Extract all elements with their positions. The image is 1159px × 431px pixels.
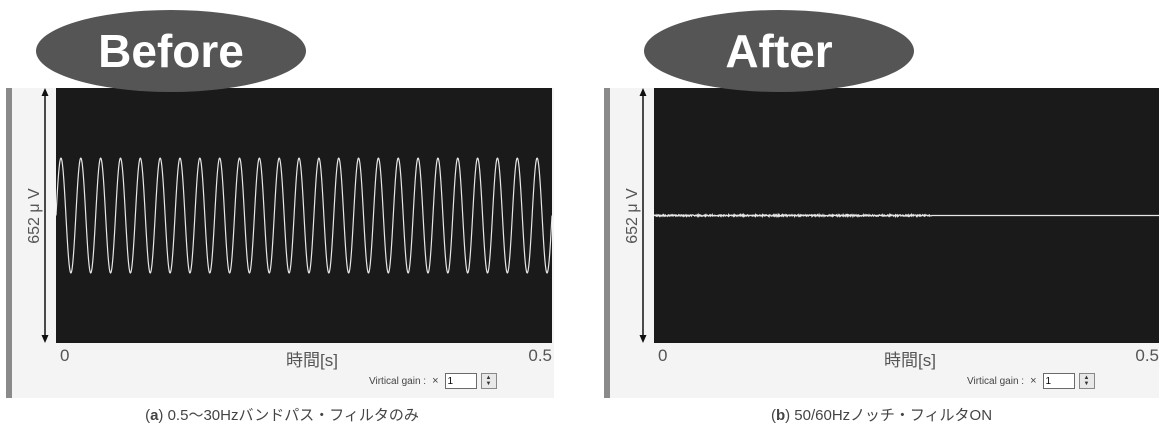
window-edge: [604, 88, 610, 398]
x-tick-end: 0.5: [1135, 346, 1159, 366]
gain-input[interactable]: [445, 373, 477, 389]
caption-letter: b: [776, 407, 785, 424]
x-tick-start: 0: [658, 346, 667, 366]
caption: (a) 0.5～30Hzバンドパス・フィルタのみ: [6, 404, 558, 425]
trace-line: [654, 215, 1159, 216]
plot-area: [654, 88, 1159, 343]
x-axis-label: 時間[s]: [884, 346, 936, 371]
plot-area: [56, 88, 552, 343]
gain-multiplier-sign: ×: [432, 375, 438, 387]
x-axis-label: 時間[s]: [286, 346, 338, 371]
waveform-chart: [654, 88, 1159, 343]
after-badge: After: [644, 10, 914, 92]
gain-spinner[interactable]: ▲ ▼: [1079, 373, 1095, 389]
window-edge: [6, 88, 12, 398]
waveform-window: 652 μ V 0 時間[s] 0.5 Virtical gain : × ▲ …: [604, 88, 1159, 398]
spin-down-icon[interactable]: ▼: [1084, 381, 1090, 387]
vertical-gain-control: Virtical gain : × ▲ ▼: [967, 372, 1095, 390]
caption-text: 50/60Hzノッチ・フィルタON: [794, 407, 992, 424]
y-axis-label: 652 μ V: [624, 188, 642, 243]
gain-multiplier-sign: ×: [1030, 375, 1036, 387]
caption-letter: a: [150, 407, 158, 424]
vertical-gain-control: Virtical gain : × ▲ ▼: [369, 372, 497, 390]
trace-line: [56, 158, 552, 273]
x-tick-start: 0: [60, 346, 69, 366]
waveform-window: 652 μ V 0 時間[s] 0.5 Virtical gain : × ▲ …: [6, 88, 554, 398]
before-badge: Before: [36, 10, 306, 92]
caption: (b) 50/60Hzノッチ・フィルタON: [604, 404, 1159, 425]
y-axis: 652 μ V: [615, 88, 651, 343]
y-axis: 652 μ V: [17, 88, 53, 343]
x-tick-end: 0.5: [528, 346, 552, 366]
gain-label: Virtical gain :: [369, 376, 426, 387]
caption-text: 0.5～30Hzバンドパス・フィルタのみ: [168, 407, 419, 424]
gain-input[interactable]: [1043, 373, 1075, 389]
gain-label: Virtical gain :: [967, 376, 1024, 387]
waveform-chart: [56, 88, 552, 343]
spin-down-icon[interactable]: ▼: [486, 381, 492, 387]
gain-spinner[interactable]: ▲ ▼: [481, 373, 497, 389]
panel-before: 652 μ V 0 時間[s] 0.5 Virtical gain : × ▲ …: [6, 0, 558, 431]
panel-after: 652 μ V 0 時間[s] 0.5 Virtical gain : × ▲ …: [604, 0, 1159, 431]
y-axis-label: 652 μ V: [26, 188, 44, 243]
